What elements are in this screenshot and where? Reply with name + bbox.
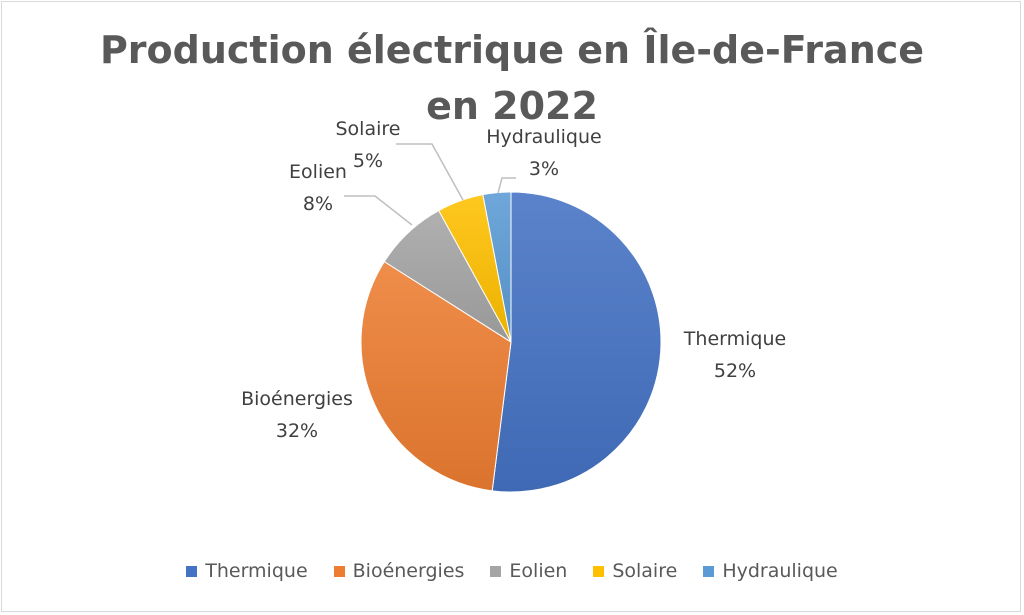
legend-item-eolien: Eolien — [490, 560, 567, 582]
data-label-value-hydraulique: 3% — [529, 158, 559, 180]
data-label-category-eolien: Eolien — [289, 161, 347, 183]
legend-label: Bioénergies — [352, 560, 465, 582]
legend-item-bioénergies: Bioénergies — [333, 560, 465, 582]
data-label-category-solaire: Solaire — [336, 118, 401, 140]
chart-title: Production électrique en Île-de-France e… — [99, 28, 925, 128]
legend-label: Eolien — [509, 560, 568, 582]
legend-swatch-icon — [490, 565, 502, 577]
chart-legend: Thermique Bioénergies Eolien Solaire Hydraul… — [0, 560, 1024, 582]
pie-slice-bioénergies — [360, 260, 512, 492]
legend-item-thermique: Thermique — [186, 560, 308, 582]
legend-swatch-icon — [593, 565, 605, 577]
pie-slice-thermique — [491, 191, 662, 493]
leader-line-solaire — [396, 143, 464, 201]
data-label-value-bioénergies: 32% — [276, 420, 318, 442]
legend-item-hydraulique: Hydraulique — [703, 560, 838, 582]
data-label-category-hydraulique: Hydraulique — [486, 126, 601, 148]
data-label-value-eolien: 8% — [303, 193, 333, 215]
legend-label: Solaire — [612, 560, 678, 582]
data-label-value-thermique: 52% — [714, 360, 756, 382]
data-label-value-solaire: 5% — [353, 150, 383, 172]
leader-line-hydraulique — [497, 177, 516, 194]
legend-item-solaire: Solaire — [593, 560, 677, 582]
pie-slice-hydraulique — [482, 191, 512, 343]
legend-swatch-icon — [333, 565, 345, 577]
data-label-category-bioénergies: Bioénergies — [241, 388, 353, 410]
legend-swatch-icon — [186, 565, 198, 577]
legend-swatch-icon — [703, 565, 715, 577]
data-label-category-thermique: Thermique — [683, 328, 786, 350]
leader-line-eolien — [344, 195, 413, 226]
legend-label: Thermique — [205, 560, 308, 582]
legend-label: Hydraulique — [722, 560, 838, 582]
